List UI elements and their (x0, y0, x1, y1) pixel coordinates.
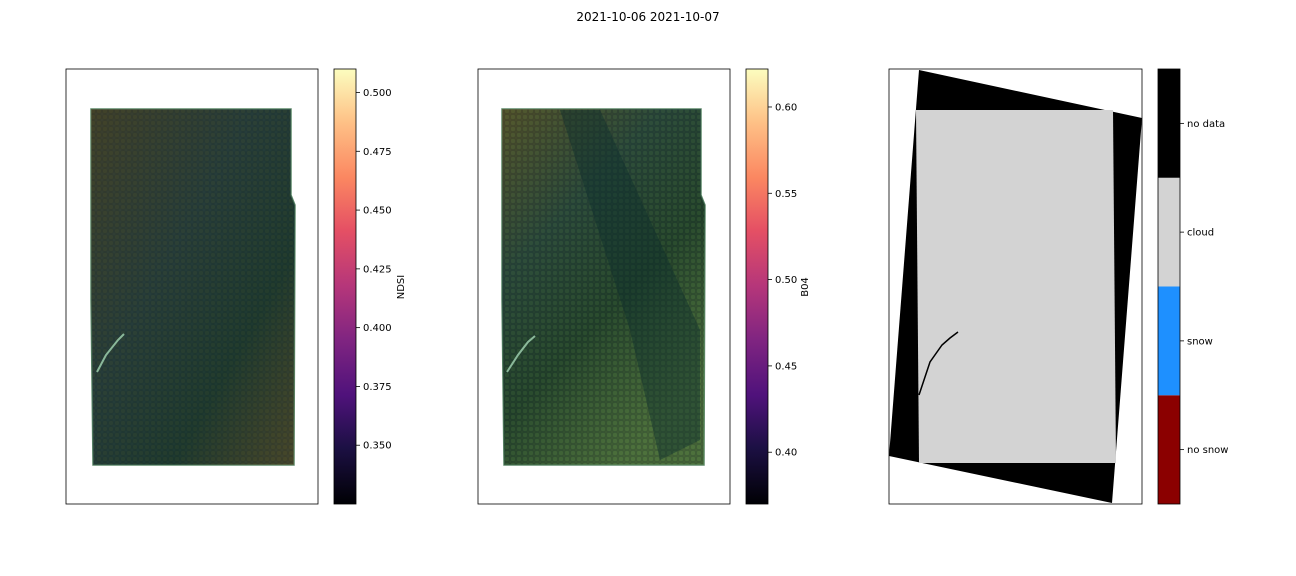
colorbar-tick-label: 0.375 (363, 382, 392, 393)
ndsi-coastline-feature (96, 333, 125, 373)
coastline-no-data-feature (918, 331, 959, 396)
colorbar-category-no-snow (1158, 395, 1180, 504)
b04-colorbar-label: B04 (800, 277, 811, 297)
b04-colorbar (746, 69, 768, 504)
b04-coastline-feature (506, 335, 536, 373)
b04-raster-shading (502, 109, 705, 465)
classification-panel: no snow snow cloud no data (888, 68, 1228, 505)
colorbar-category-no-data (1158, 69, 1180, 178)
classification-colorbar-frame (1157, 68, 1181, 505)
b04-colorbar-frame (745, 68, 769, 505)
colorbar-tick-label: 0.475 (363, 147, 392, 158)
colorbar-category-label: no data (1187, 119, 1225, 130)
colorbar-tick-label: 0.50 (775, 275, 797, 286)
colorbar-tick-label: 0.55 (775, 189, 797, 200)
ndsi-colorbar-frame (333, 68, 357, 505)
colorbar-category-label: snow (1187, 336, 1213, 347)
colorbar-category-snow (1158, 286, 1180, 396)
colorbar-tick-label: 0.40 (775, 448, 797, 459)
colorbar-category-cloud (1158, 177, 1180, 287)
colorbar-tick-label: 0.500 (363, 88, 392, 99)
classification-colorbar (1158, 69, 1180, 504)
ndsi-colorbar (334, 69, 356, 504)
figure-title: 2021-10-06 2021-10-07 (576, 10, 720, 24)
ndsi-panel: 0.350 0.375 0.400 0.425 0.450 0.475 0.500 NDSI (65, 68, 407, 505)
b04-panel: 0.40 0.45 0.50 0.55 0.60 B04 (477, 68, 811, 505)
colorbar-tick-label: 0.450 (363, 206, 392, 217)
cloud-region (916, 110, 1116, 463)
b04-dark-band (560, 110, 700, 460)
colorbar-category-label: cloud (1187, 228, 1214, 239)
classification-colorbar-ticks: no snow snow cloud no data (1180, 119, 1228, 456)
colorbar-tick-label: 0.60 (775, 102, 797, 113)
b04-colorbar-ticks: 0.40 0.45 0.50 0.55 0.60 (768, 102, 797, 459)
ndsi-colorbar-ticks: 0.350 0.375 0.400 0.425 0.450 0.475 0.500 (356, 88, 392, 452)
colorbar-tick-label: 0.425 (363, 264, 392, 275)
ndsi-colorbar-label: NDSI (396, 275, 407, 299)
colorbar-tick-label: 0.350 (363, 441, 392, 452)
colorbar-tick-label: 0.45 (775, 361, 797, 372)
ndsi-raster-shading (91, 109, 295, 465)
colorbar-category-label: no snow (1187, 445, 1228, 456)
colorbar-tick-label: 0.400 (363, 323, 392, 334)
